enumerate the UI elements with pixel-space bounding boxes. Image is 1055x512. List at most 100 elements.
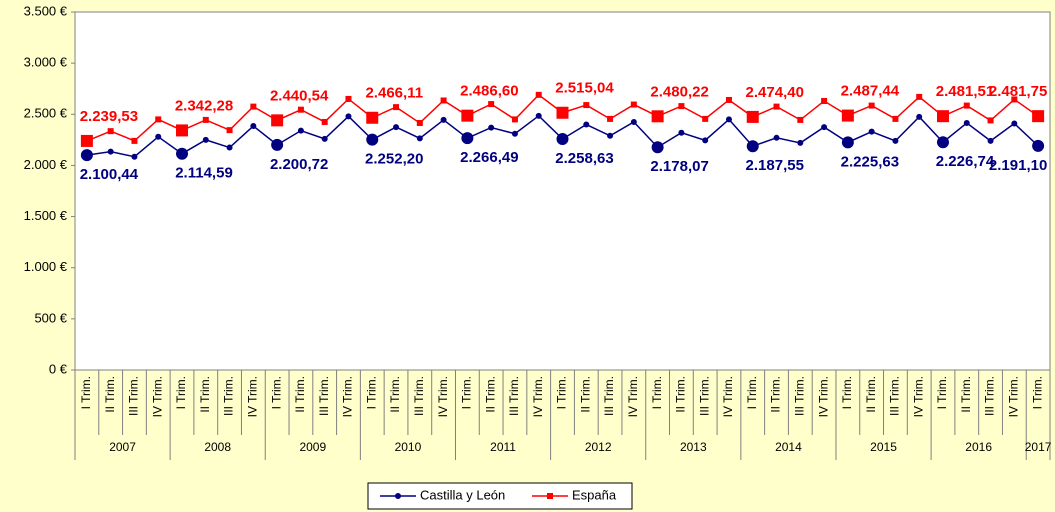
marker [936, 110, 949, 123]
x-tick-label: IV Trim. [721, 376, 735, 417]
y-tick-label: 3.000 € [24, 55, 68, 70]
x-tick-label: III Trim. [412, 376, 426, 416]
x-tick-label: IV Trim. [341, 376, 355, 417]
x-tick-label: IV Trim. [816, 376, 830, 417]
x-tick-label: III Trim. [888, 376, 902, 416]
value-label: 2.487,44 [841, 83, 900, 100]
x-tick-label: I Trim. [555, 376, 569, 409]
x-tick-label: III Trim. [317, 376, 331, 416]
value-label: 2.481,51 [936, 83, 994, 100]
marker [393, 104, 400, 111]
marker [461, 109, 474, 122]
value-label: 2.187,55 [746, 157, 804, 174]
value-label: 2.178,07 [650, 158, 708, 175]
x-tick-label: IV Trim. [436, 376, 450, 417]
x-tick-label: IV Trim. [911, 376, 925, 417]
marker [155, 116, 162, 123]
x-tick-label: I Trim. [745, 376, 759, 409]
marker [176, 124, 189, 137]
x-tick-label: II Trim. [864, 376, 878, 413]
marker [987, 137, 994, 144]
legend-label: España [572, 487, 617, 502]
x-tick-label: II Trim. [769, 376, 783, 413]
marker [821, 124, 828, 131]
marker [841, 109, 854, 122]
marker [416, 119, 423, 126]
marker [107, 148, 114, 155]
marker [725, 96, 732, 103]
y-tick-label: 0 € [49, 361, 68, 376]
marker [131, 137, 138, 144]
year-label: 2010 [395, 440, 422, 454]
x-tick-label: IV Trim. [246, 376, 260, 417]
value-label: 2.486,60 [460, 83, 518, 100]
marker [916, 113, 923, 120]
marker [366, 133, 379, 146]
value-label: 2.239,53 [80, 108, 138, 125]
marker [226, 144, 233, 151]
value-label: 2.266,49 [460, 149, 518, 166]
marker [963, 119, 970, 126]
marker [746, 110, 759, 123]
legend-marker [395, 493, 401, 499]
value-label: 2.200,72 [270, 156, 328, 173]
y-tick-label: 3.500 € [24, 3, 68, 18]
x-tick-label: IV Trim. [150, 376, 164, 417]
marker [936, 136, 949, 149]
value-label: 2.440,54 [270, 87, 329, 104]
x-tick-label: III Trim. [127, 376, 141, 416]
marker [226, 127, 233, 134]
marker [80, 149, 93, 162]
marker [702, 115, 709, 122]
marker [678, 129, 685, 136]
value-label: 2.100,44 [80, 166, 139, 183]
marker [1032, 110, 1045, 123]
marker [556, 106, 569, 119]
marker [725, 116, 732, 123]
marker [773, 103, 780, 110]
year-label: 2014 [775, 440, 802, 454]
x-tick-label: I Trim. [935, 376, 949, 409]
marker [651, 141, 664, 154]
x-tick-label: II Trim. [198, 376, 212, 413]
x-tick-label: I Trim. [650, 376, 664, 409]
marker [416, 135, 423, 142]
marker [797, 139, 804, 146]
x-tick-label: I Trim. [840, 376, 854, 409]
marker [345, 113, 352, 120]
marker [535, 91, 542, 98]
marker [607, 115, 614, 122]
marker [841, 136, 854, 149]
marker [1011, 96, 1018, 103]
x-tick-label: III Trim. [507, 376, 521, 416]
marker [1032, 139, 1045, 152]
marker [746, 140, 759, 153]
value-label: 2.225,63 [841, 153, 899, 170]
marker [1011, 120, 1018, 127]
marker [868, 128, 875, 135]
value-label: 2.191,10 [989, 157, 1047, 174]
x-tick-label: I Trim. [460, 376, 474, 409]
x-tick-label: IV Trim. [1007, 376, 1021, 417]
year-label: 2015 [870, 440, 897, 454]
marker [297, 106, 304, 113]
marker [297, 127, 304, 134]
marker [583, 121, 590, 128]
legend-marker [547, 493, 553, 499]
x-tick-label: I Trim. [364, 376, 378, 409]
marker [630, 118, 637, 125]
year-label: 2012 [585, 440, 612, 454]
marker [202, 116, 209, 123]
marker [892, 115, 899, 122]
marker [630, 101, 637, 108]
marker [345, 95, 352, 102]
y-tick-label: 1.500 € [24, 208, 68, 223]
y-tick-label: 1.000 € [24, 259, 68, 274]
marker [155, 133, 162, 140]
x-tick-label: II Trim. [103, 376, 117, 413]
x-tick-label: IV Trim. [531, 376, 545, 417]
marker [702, 137, 709, 144]
marker [271, 114, 284, 127]
x-tick-label: II Trim. [293, 376, 307, 413]
